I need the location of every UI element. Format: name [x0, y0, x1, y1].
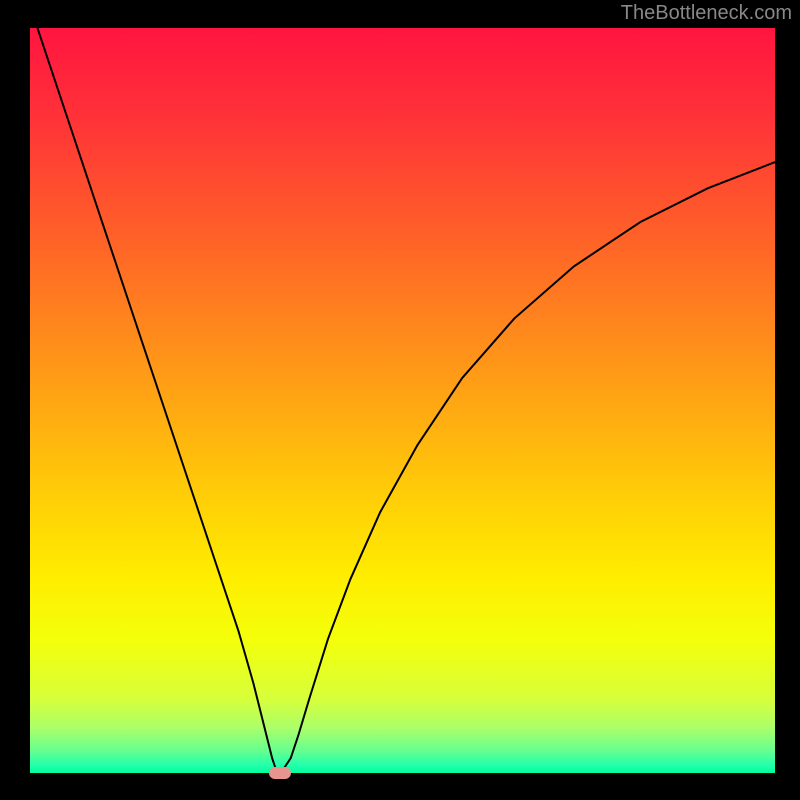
curve-line: [30, 28, 775, 773]
minimum-marker: [269, 767, 291, 779]
plot-area: [30, 28, 775, 773]
watermark-text: TheBottleneck.com: [621, 2, 792, 25]
